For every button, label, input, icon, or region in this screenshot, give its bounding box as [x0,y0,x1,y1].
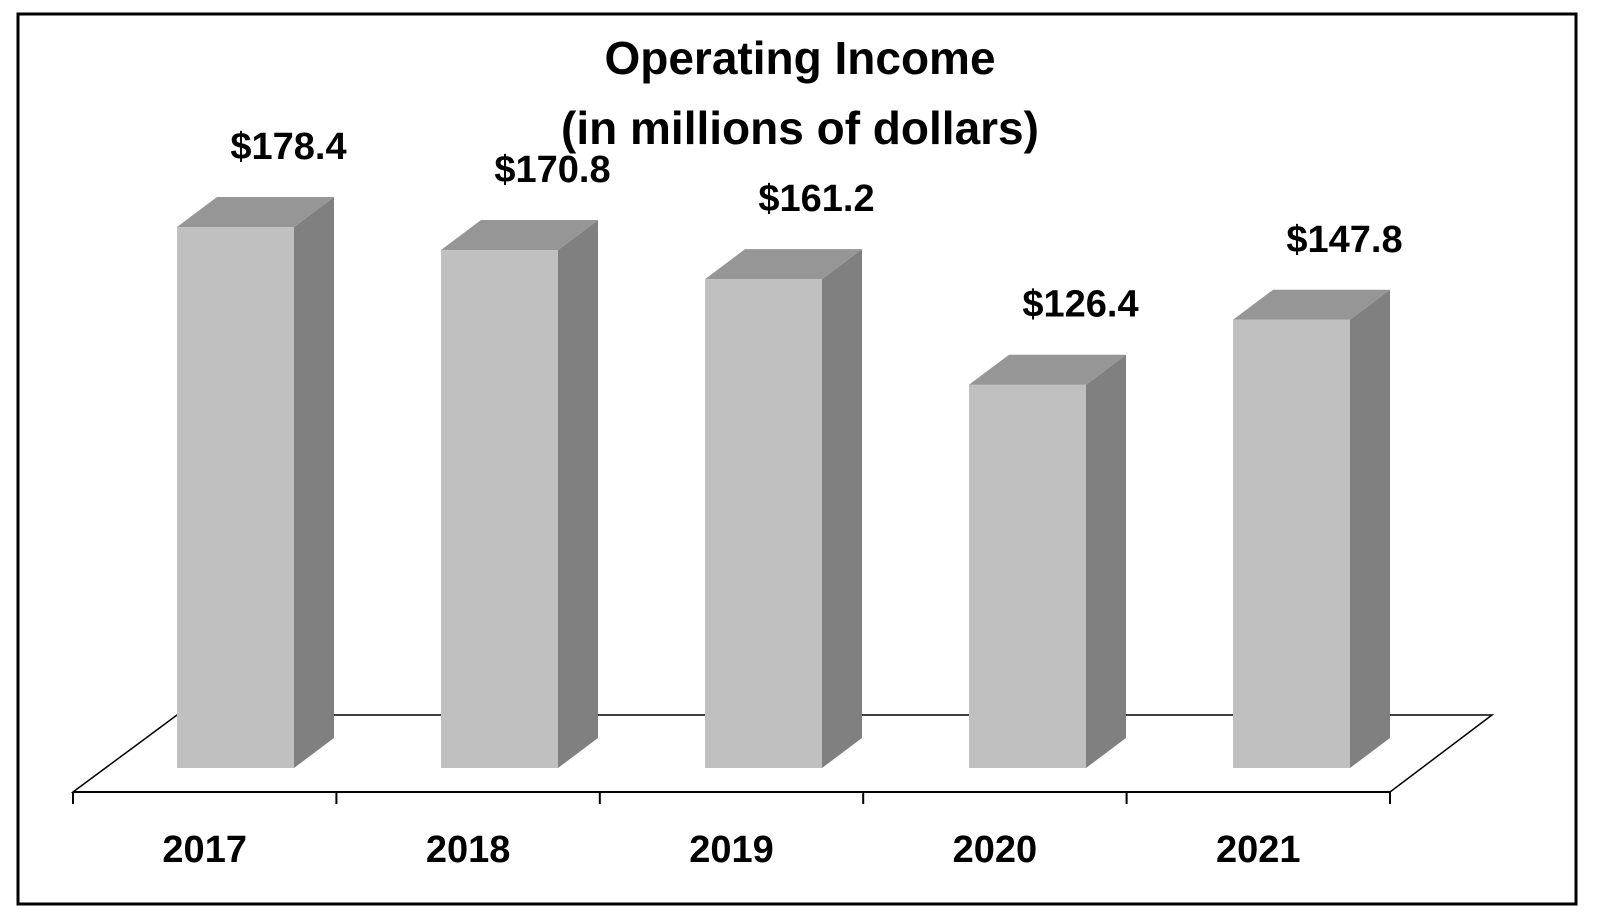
bar-side-2021 [1350,289,1390,768]
category-label-group: 2017 2018 2019 2020 2021 [162,829,1300,871]
data-label-2017: $178.4 [230,126,346,168]
data-label-2021: $147.8 [1286,219,1402,261]
chart-subtitle: (in millions of dollars) [561,102,1039,154]
data-label-2018: $170.8 [494,149,610,191]
bar-top-2020 [969,354,1126,385]
bar-front-2020 [969,384,1086,768]
bar-top-2017 [177,197,334,227]
bar-side-2020 [1086,354,1126,768]
x-tick-label-2017: 2017 [162,829,247,871]
value-label-group: $178.4 $170.8 $161.2 $126.4 $147.8 [230,126,1402,326]
bar-front-2019 [705,279,822,768]
x-tick-label-2020: 2020 [953,829,1038,871]
bar-group [177,197,1390,769]
bar-front-2018 [441,250,558,768]
x-tick-label-2018: 2018 [426,829,511,871]
bar-front-2017 [177,227,294,768]
x-tick-label-2019: 2019 [689,829,774,871]
x-tick-label-2021: 2021 [1216,829,1301,871]
bar-side-2019 [822,249,862,769]
chart-title: Operating Income [604,32,995,84]
data-label-2019: $161.2 [758,178,874,220]
data-label-2020: $126.4 [1022,284,1138,326]
bar-top-2019 [705,249,862,280]
bar-side-2017 [294,197,334,768]
bar-top-2021 [1233,289,1390,320]
bar-side-2018 [558,220,598,768]
bar-top-2018 [441,220,598,251]
bar-front-2021 [1233,319,1350,768]
